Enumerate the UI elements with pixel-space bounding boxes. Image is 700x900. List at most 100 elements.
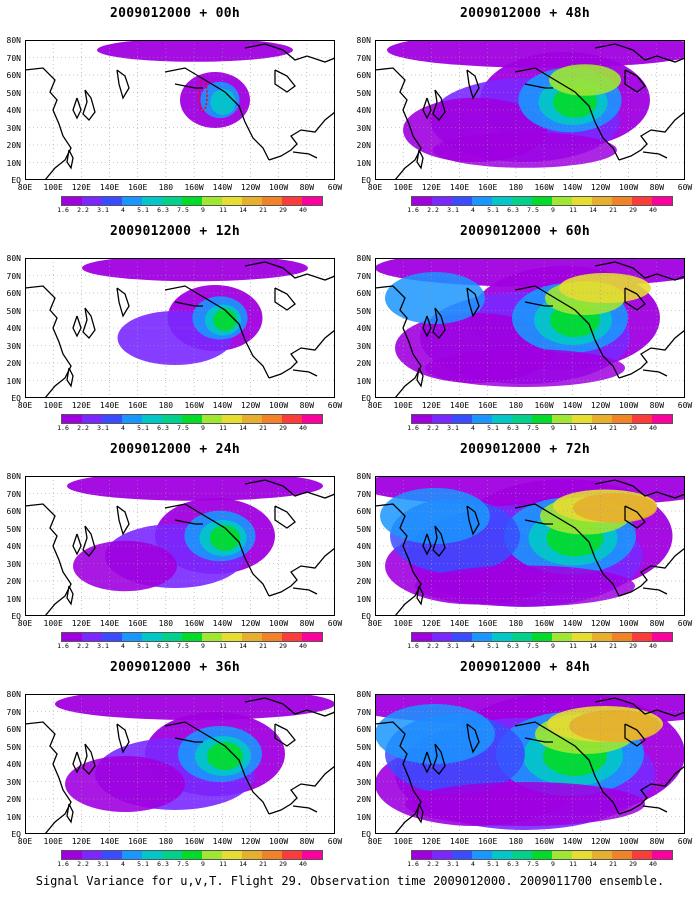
colorbar-segment [302,851,322,859]
colorbar-segment [432,851,452,859]
coastline [116,723,130,754]
lat-tick-label: 10N [356,376,371,386]
lon-tick-label: 100E [393,619,413,628]
variance-contour [55,694,335,720]
lon-tick-label: 140W [562,401,582,410]
colorbar-segment [432,415,452,423]
colorbar-tick-label: 7.5 [527,642,539,650]
lat-tick-label: 70N [6,271,21,281]
lat-tick-label: 10N [6,812,21,822]
lon-tick-label: 100E [393,401,413,410]
colorbar-segment [452,851,472,859]
colorbar-segment [162,851,182,859]
lon-tick-label: 180 [508,401,524,410]
lon-tick-label: 100W [268,619,289,628]
coastline [422,315,432,338]
colorbar-tick-label: 2.2 [77,860,89,868]
lat-tick-label: 30N [356,341,371,351]
colorbar-segment [102,415,122,423]
colorbar-segment [452,197,472,205]
colorbar-segment [302,415,322,423]
colorbar-tick-label: 3.1 [97,860,109,868]
lon-tick-label: 80E [367,183,383,192]
coastline [66,585,74,606]
colorbar-tick-label: 5.1 [487,206,499,214]
lat-tick-label: 50N [356,306,371,316]
colorbar-segment [262,197,282,205]
lon-tick-label: 60W [327,619,343,628]
lat-tick-label: 20N [6,795,21,804]
lat-tick-label: EQ [11,830,21,839]
colorbar-segment [242,415,262,423]
colorbar-tick-label: 2.2 [77,642,89,650]
lon-tick-label: 180 [158,401,174,410]
colorbar-segment [222,851,242,859]
coastline [164,503,270,597]
lat-tick-label: 40N [356,324,371,333]
lon-tick-label: 80W [299,401,315,410]
colorbar-segment [242,633,262,641]
colorbar-segment [262,851,282,859]
map-frame [25,258,335,398]
colorbar-segment [572,197,592,205]
lon-tick-label: 80W [649,183,665,192]
coastline [244,43,335,63]
colorbar-tick-label: 1.6 [57,642,69,650]
colorbar-tick-label: 21 [259,642,267,650]
colorbar-segment [652,197,672,205]
map-frame [375,476,685,616]
coastline [422,751,432,774]
lat-tick-label: 20N [6,141,21,150]
colorbar-tick-label: 21 [609,860,617,868]
coastline [514,285,620,379]
coastline [466,723,480,754]
lat-tick-label: 40N [6,542,21,551]
colorbar-segment [122,633,142,641]
lat-tick-label: 20N [356,795,371,804]
colorbar-tick-label: 9 [201,206,205,214]
map-plot [25,476,335,616]
map-plot [25,258,335,398]
coastline [422,533,432,556]
colorbar-tick-label: 5.1 [487,860,499,868]
lon-tick-label: 120W [590,837,611,846]
map-plot [375,40,685,180]
coastline [514,721,620,815]
lon-tick-label: 140E [99,837,120,846]
coastline [72,533,82,556]
lon-tick-label: 140W [562,183,582,192]
lat-tick-label: 30N [6,777,21,787]
colorbar-tick-label: 9 [551,424,555,432]
lon-tick-label: 180 [508,837,524,846]
colorbar-tick-label: 9 [201,860,205,868]
colorbar-segment [302,197,322,205]
variance-contour [405,782,645,826]
lat-tick-label: 40N [356,542,371,551]
colorbar-segment [532,633,552,641]
lon-tick-label: 60W [677,619,693,628]
forecast-panel: 2009012000 + 48h 80N 70N 60N 50N 40N 30N 20N 10N… [355,0,695,215]
variance-contour [65,756,185,812]
coastline [642,151,668,159]
coastline [274,723,296,747]
colorbar-tick-label: 14 [589,860,597,868]
coastline [292,805,318,813]
colorbar-tick-label: 4 [471,206,475,214]
colorbar-segment [552,851,572,859]
lon-tick-label: 100W [268,183,289,192]
colorbar-segment [222,633,242,641]
panel-title: 2009012000 + 24h [109,442,241,457]
coastline [432,307,446,339]
colorbar-segment [652,633,672,641]
variance-contour [415,565,635,607]
coastline [416,367,424,388]
variance-contour [209,525,241,551]
lat-tick-label: 10N [6,376,21,386]
colorbar-segment [592,633,612,641]
lat-tick-label: 20N [356,141,371,150]
lon-tick-label: 100W [618,837,639,846]
colorbar-tick-label: 11 [219,860,227,868]
lon-tick-label: 80W [299,183,315,192]
coastline [292,587,318,595]
colorbar-segment [222,197,242,205]
